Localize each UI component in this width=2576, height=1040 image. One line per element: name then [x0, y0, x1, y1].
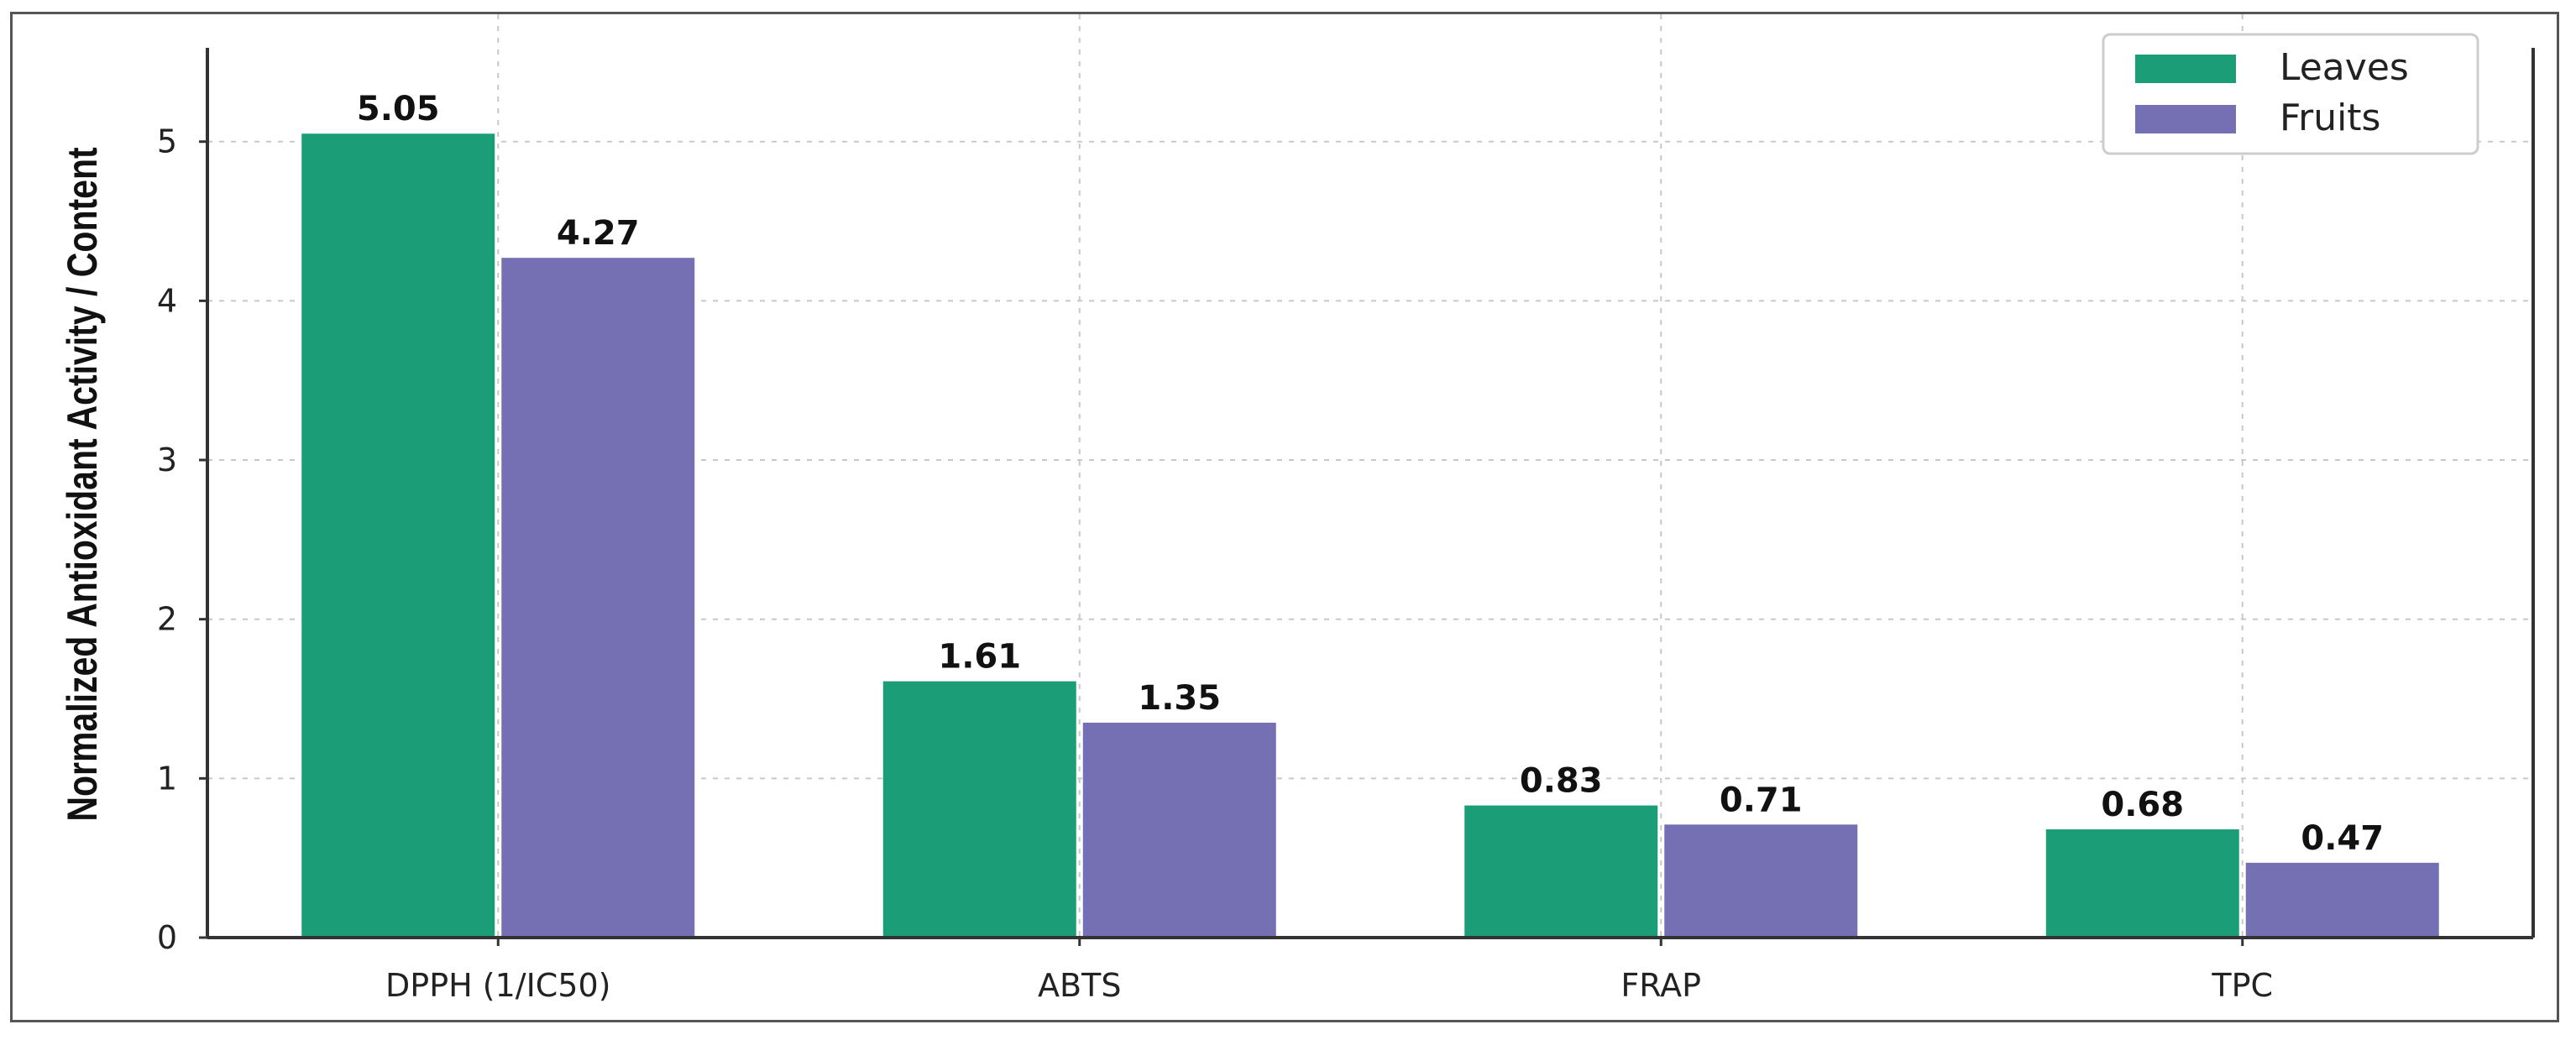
bar-fruits-2	[1082, 722, 1276, 938]
y-tick-label: 4	[157, 282, 177, 319]
bar-fruits-4	[2245, 862, 2439, 938]
bar-fruits-3	[1664, 824, 1858, 938]
figure-frame: 5.05 4.27 1.61 1.35 0.83 0.71 0.68 0.47 0 1 2 3 4 5 D…	[10, 12, 2559, 1022]
value-label-leaves-3: 0.83	[1520, 762, 1603, 801]
value-label-fruits-1: 4.27	[557, 214, 640, 253]
value-label-leaves-1: 5.05	[357, 90, 440, 128]
grid-lines	[207, 14, 2533, 938]
y-tick-label: 1	[157, 760, 177, 797]
x-tick-label: TPC	[2211, 967, 2273, 1004]
bar-leaves-1	[301, 133, 495, 938]
bar-leaves-3	[1464, 805, 1658, 938]
x-tick-label: FRAP	[1620, 967, 1701, 1004]
bar-chart: 5.05 4.27 1.61 1.35 0.83 0.71 0.68 0.47 0 1 2 3 4 5 D…	[59, 14, 2535, 1004]
bar-leaves-2	[882, 681, 1076, 938]
x-tick-label: ABTS	[1038, 967, 1121, 1004]
y-tick-label: 5	[157, 123, 177, 160]
y-tick-label: 0	[157, 919, 177, 956]
value-labels: 5.05 4.27 1.61 1.35 0.83 0.71 0.68 0.47	[357, 90, 2384, 858]
y-axis-title: Normalized Antioxidant Activity / Conten…	[59, 147, 106, 821]
value-label-leaves-2: 1.61	[938, 638, 1021, 677]
legend-label-fruits: Fruits	[2280, 97, 2380, 139]
legend-swatch-fruits	[2135, 105, 2236, 133]
x-tick-label: DPPH (1/IC50)	[385, 967, 610, 1004]
legend-swatch-leaves	[2135, 55, 2236, 83]
legend-label-leaves: Leaves	[2280, 46, 2409, 89]
bars	[301, 133, 2439, 938]
value-label-fruits-3: 0.71	[1720, 781, 1803, 819]
axes: 0 1 2 3 4 5 DPPH (1/IC50) ABTS FRAP TPC	[157, 48, 2535, 1004]
y-tick-label: 2	[157, 601, 177, 638]
bar-fruits-1	[501, 258, 695, 938]
legend: Leaves Fruits	[2102, 33, 2479, 155]
value-label-fruits-2: 1.35	[1138, 679, 1221, 718]
y-tick-label: 3	[157, 442, 177, 478]
value-label-fruits-4: 0.47	[2301, 819, 2384, 858]
value-label-leaves-4: 0.68	[2101, 786, 2184, 824]
bar-leaves-4	[2045, 829, 2239, 938]
